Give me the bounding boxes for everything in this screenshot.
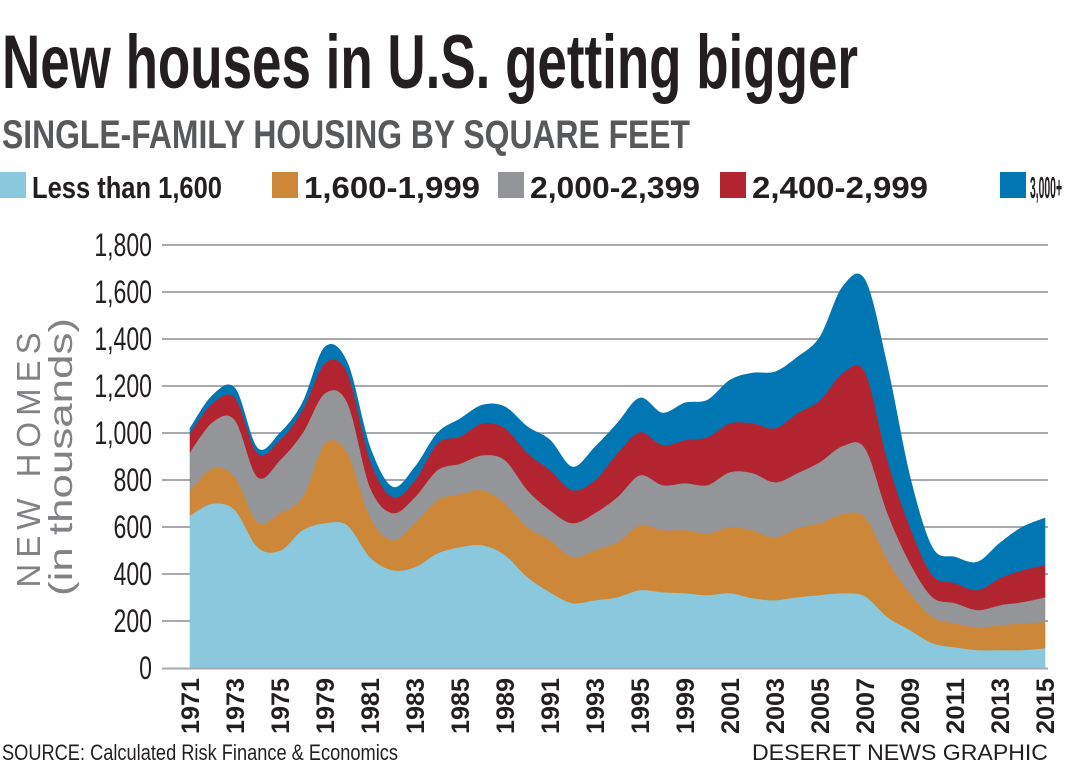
legend: Less than 1,600 1,600-1,999 2,000-2,399 2,4…	[0, 170, 1062, 205]
x-tick-label: 2009	[897, 678, 925, 734]
legend-label: 2,000-2,399	[530, 170, 700, 205]
y-tick-label: 800	[114, 462, 152, 498]
x-tick-label: 1981	[357, 678, 385, 734]
y-tick-label: 400	[114, 556, 152, 592]
x-tick-label: 1995	[627, 678, 655, 734]
y-tick-label: 600	[114, 509, 152, 545]
x-tick-label: 2011	[942, 678, 970, 734]
x-tick-label: 2003	[762, 678, 790, 734]
x-tick-label: 1973	[222, 678, 250, 734]
y-tick-label: 1,400	[94, 321, 152, 357]
x-tick-labels: 1971 1973 1975 1979 1981 1983 1985 1989 1991 1993…	[177, 678, 1060, 734]
legend-label: 2,400-2,999	[752, 170, 928, 205]
x-tick-label: 1999	[672, 678, 700, 734]
source-note: SOURCE: Calculated Risk Finance & Econom…	[2, 740, 398, 765]
area-series-4	[189, 273, 1046, 591]
x-tick-label: 1989	[492, 678, 520, 734]
stacked-areas	[189, 273, 1046, 669]
x-tick-label: 1991	[537, 678, 565, 734]
x-tick-label: 2015	[1032, 678, 1060, 734]
y-tick-label: 1,000	[94, 415, 152, 451]
legend-swatch	[0, 172, 26, 198]
x-tick-label: 1993	[582, 678, 610, 734]
legend-label: Less than 1,600	[32, 170, 222, 205]
x-tick-label: 1979	[312, 678, 340, 734]
y-axis-sublabel: (in thousands)	[42, 318, 79, 596]
legend-swatch	[498, 172, 524, 198]
y-tick-label: 200	[114, 603, 152, 639]
x-tick-label: 2013	[987, 678, 1015, 734]
legend-label: 1,600-1,999	[304, 170, 480, 205]
x-tick-label: 2005	[807, 678, 835, 734]
legend-label: 3,000+	[1030, 170, 1062, 205]
x-tick-label: 2001	[717, 678, 745, 734]
legend-swatch	[1000, 172, 1026, 198]
chart-subtitle: SINGLE-FAMILY HOUSING BY SQUARE FEET	[2, 113, 690, 157]
chart-title: New houses in U.S. getting bigger	[2, 20, 858, 105]
y-tick-label: 1,800	[94, 227, 152, 263]
y-tick-label: 1,200	[94, 368, 152, 404]
legend-swatch	[720, 172, 746, 198]
y-tick-label: 0	[139, 650, 152, 686]
credit-note: DESERET NEWS GRAPHIC	[752, 740, 1048, 765]
y-tick-label: 1,600	[94, 274, 152, 310]
y-axis-label: NEW HOMES	[10, 326, 47, 587]
y-tick-labels: 0 200 400 600 800 1,000 1,200 1,400 1,600 1,800	[94, 227, 152, 686]
legend-swatch	[272, 172, 298, 198]
x-tick-label: 2007	[852, 678, 880, 734]
x-tick-label: 1985	[447, 678, 475, 734]
x-tick-label: 1971	[177, 678, 205, 734]
x-tick-label: 1975	[267, 678, 295, 734]
x-tick-label: 1983	[402, 678, 430, 734]
